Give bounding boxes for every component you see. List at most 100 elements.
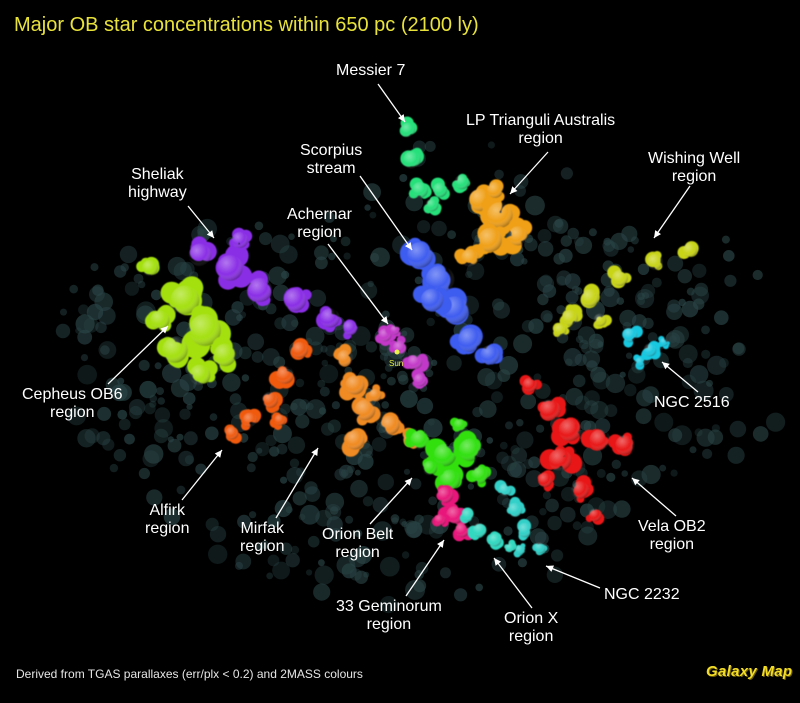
cloud-blob bbox=[431, 220, 447, 237]
cloud-blob bbox=[173, 261, 192, 281]
cloud-blob bbox=[766, 412, 786, 432]
cloud-blob bbox=[613, 500, 631, 518]
cloud-blob bbox=[637, 292, 645, 301]
cloud-blob bbox=[273, 356, 286, 369]
cloud-blob bbox=[323, 211, 335, 223]
arrowhead-sheliak-highway bbox=[206, 230, 214, 238]
cloud-blob bbox=[325, 492, 345, 512]
cloud-blob bbox=[182, 392, 196, 405]
cloud-blob bbox=[195, 463, 207, 475]
cloud-blob bbox=[270, 234, 290, 254]
cloud-blob bbox=[276, 443, 288, 455]
cloud-blob bbox=[308, 341, 323, 356]
cloud-blob bbox=[138, 359, 150, 371]
cloud-blob bbox=[523, 459, 534, 469]
map-title: Major OB star concentrations within 650 … bbox=[14, 14, 479, 36]
cloud-blob bbox=[208, 544, 228, 564]
cloud-blob bbox=[350, 479, 368, 498]
cloud-blob bbox=[603, 237, 612, 246]
cloud-blob bbox=[721, 235, 730, 244]
cloud-blob bbox=[314, 245, 329, 261]
cloud-blob bbox=[619, 371, 626, 378]
cloud-blob bbox=[336, 555, 356, 575]
cloud-blob bbox=[254, 221, 264, 231]
cloud-blob bbox=[635, 408, 652, 425]
cloud-blob bbox=[295, 378, 305, 388]
cloud-blob bbox=[588, 333, 604, 349]
cloud-blob bbox=[94, 292, 113, 312]
cloud-blob bbox=[304, 486, 321, 502]
cloud-blob bbox=[144, 444, 164, 464]
cloud-blob bbox=[694, 282, 709, 297]
cloud-blob bbox=[291, 319, 299, 328]
cloud-blob bbox=[537, 229, 552, 243]
arrow-wishing-well bbox=[653, 185, 691, 239]
cloud-blob bbox=[139, 380, 157, 399]
cloud-blob bbox=[724, 274, 737, 287]
cloud-blob bbox=[400, 390, 418, 408]
region-ngc-2516 bbox=[622, 325, 670, 370]
cloud-blob bbox=[222, 373, 241, 392]
cloud-blob bbox=[129, 405, 143, 420]
cloud-blob bbox=[381, 401, 390, 409]
cloud-blob bbox=[606, 472, 616, 482]
cloud-blob bbox=[75, 314, 95, 334]
cloud-blob bbox=[109, 463, 119, 473]
cloud-blob bbox=[417, 220, 431, 234]
cloud-blob bbox=[493, 301, 510, 319]
cloud-blob bbox=[560, 506, 576, 523]
cloud-blob bbox=[319, 386, 330, 397]
cloud-blob bbox=[572, 521, 582, 531]
cloud-blob bbox=[584, 390, 600, 406]
cloud-blob bbox=[588, 228, 597, 237]
cloud-blob bbox=[427, 418, 435, 426]
cloud-blob bbox=[124, 281, 139, 296]
cloud-blob bbox=[305, 326, 325, 346]
cloud-blob bbox=[670, 469, 678, 477]
region-cepheus-ob6 bbox=[136, 256, 237, 386]
arrow-vela-ob2 bbox=[631, 477, 677, 517]
arrowhead-vela-ob2 bbox=[632, 478, 640, 486]
cloud-blob bbox=[537, 241, 554, 257]
footer-note: Derived from TGAS parallaxes (err/plx < … bbox=[16, 667, 363, 681]
cloud-blob bbox=[265, 303, 277, 315]
label-orion-belt: Orion Belt region bbox=[322, 526, 394, 561]
cloud-blob bbox=[267, 514, 281, 528]
cloud-blob bbox=[714, 310, 729, 326]
cloud-blob bbox=[209, 526, 227, 543]
cloud-blob bbox=[138, 467, 150, 480]
cloud-blob bbox=[702, 448, 713, 459]
cloud-blob bbox=[281, 314, 299, 332]
cloud-blob bbox=[78, 304, 89, 316]
cloud-blob bbox=[318, 407, 327, 415]
cloud-blob bbox=[347, 465, 355, 474]
label-mirfak: Mirfak region bbox=[240, 520, 285, 555]
cloud-blob bbox=[306, 569, 313, 576]
cloud-blob bbox=[326, 516, 343, 533]
cloud-blob bbox=[237, 514, 251, 529]
cloud-blob bbox=[487, 141, 495, 149]
cloud-blob bbox=[635, 289, 655, 309]
cloud-blob bbox=[321, 422, 335, 436]
cloud-blob bbox=[499, 356, 519, 375]
cloud-blob bbox=[290, 545, 300, 555]
cloud-blob bbox=[707, 429, 724, 445]
cloud-blob bbox=[313, 583, 331, 601]
cloud-blob bbox=[586, 360, 598, 372]
cloud-blob bbox=[651, 277, 662, 288]
cloud-blob bbox=[178, 450, 194, 467]
cloud-blob bbox=[419, 451, 428, 459]
cloud-blob bbox=[447, 230, 456, 240]
cloud-blob bbox=[153, 428, 169, 444]
cloud-blob bbox=[551, 549, 564, 562]
cloud-blob bbox=[525, 470, 543, 488]
cloud-blob bbox=[553, 252, 565, 265]
cloud-blob bbox=[510, 252, 525, 267]
cloud-blob bbox=[514, 185, 526, 197]
cloud-blob bbox=[77, 364, 97, 385]
cloud-blob bbox=[286, 467, 304, 484]
cloud-blob bbox=[401, 521, 408, 528]
cloud-blob bbox=[124, 433, 135, 445]
cloud-blob bbox=[154, 407, 171, 423]
